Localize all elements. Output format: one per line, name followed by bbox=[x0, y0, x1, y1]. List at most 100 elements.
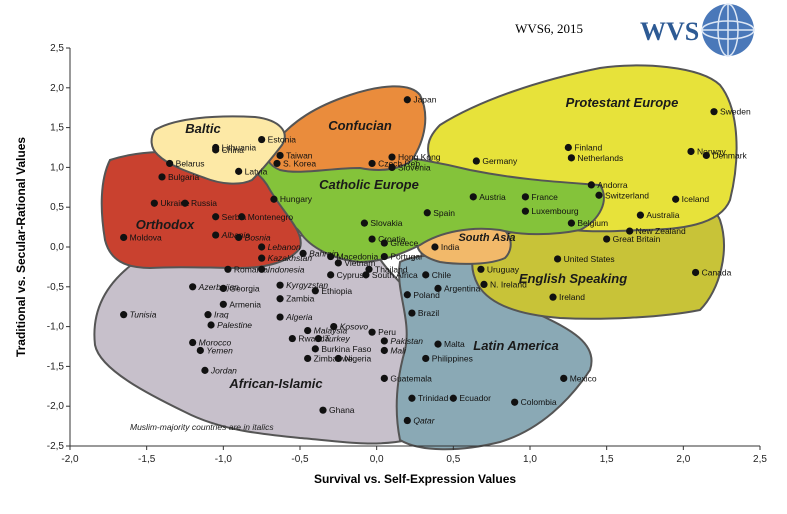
country-label: Slovenia bbox=[398, 162, 431, 172]
country-label: Peru bbox=[378, 327, 396, 337]
country-point bbox=[511, 398, 519, 406]
country-point bbox=[626, 227, 634, 235]
country-label: Spain bbox=[433, 208, 455, 218]
x-tick-label: 1,5 bbox=[600, 454, 614, 465]
country-point bbox=[388, 163, 396, 171]
country-point bbox=[408, 309, 416, 317]
country-point bbox=[219, 300, 227, 308]
country-label: New Zealand bbox=[636, 226, 686, 236]
country-label: United States bbox=[564, 254, 615, 264]
country-point bbox=[672, 195, 680, 203]
country-point bbox=[521, 207, 530, 215]
country-point bbox=[299, 249, 307, 257]
country-point bbox=[360, 219, 368, 227]
country-label: Zimbabwe bbox=[314, 353, 353, 363]
country-label: Germany bbox=[482, 156, 518, 166]
region-label-confucian: Confucian bbox=[328, 118, 392, 133]
country-point bbox=[150, 199, 158, 207]
country-label: Bahrain bbox=[309, 248, 339, 258]
country-point bbox=[235, 167, 243, 175]
country-label: Brazil bbox=[418, 308, 439, 318]
country-label: Uruguay bbox=[487, 264, 520, 274]
country-point bbox=[120, 233, 128, 242]
country-label: Greece bbox=[390, 238, 418, 248]
country-point bbox=[334, 259, 342, 267]
country-point bbox=[276, 151, 284, 160]
country-label: Turkey bbox=[324, 334, 350, 344]
region-label-latin-america: Latin America bbox=[473, 338, 559, 353]
country-point bbox=[181, 199, 189, 207]
country-label: Australia bbox=[646, 210, 679, 220]
y-tick-label: 0,5 bbox=[50, 202, 64, 213]
country-point bbox=[422, 354, 430, 363]
regions bbox=[93, 64, 738, 451]
country-point bbox=[189, 338, 197, 347]
country-label: Croatia bbox=[378, 234, 406, 244]
country-label: Austria bbox=[479, 192, 506, 202]
country-point bbox=[480, 280, 488, 289]
country-label: France bbox=[531, 192, 558, 202]
country-point bbox=[258, 135, 266, 144]
country-label: Luxembourg bbox=[531, 206, 579, 216]
country-point bbox=[330, 323, 338, 331]
country-label: Belgium bbox=[577, 218, 608, 228]
y-tick-label: 0,0 bbox=[50, 242, 64, 253]
country-point bbox=[368, 235, 376, 243]
y-tick-label: -2,5 bbox=[47, 441, 65, 452]
country-point bbox=[288, 334, 296, 343]
country-label: Japan bbox=[413, 95, 436, 105]
country-label: Bulgaria bbox=[168, 172, 199, 182]
country-point bbox=[314, 334, 322, 343]
country-point bbox=[368, 328, 376, 336]
country-label: Chile bbox=[432, 270, 452, 280]
country-point bbox=[380, 374, 388, 382]
country-point bbox=[380, 252, 388, 261]
country-point bbox=[166, 159, 174, 168]
country-point bbox=[196, 346, 204, 355]
country-label: Rwanda bbox=[298, 334, 329, 344]
country-label: Iraq bbox=[214, 310, 229, 320]
country-point bbox=[276, 313, 284, 321]
country-point bbox=[403, 416, 411, 425]
country-point bbox=[276, 281, 284, 289]
country-point bbox=[273, 159, 281, 168]
country-point bbox=[636, 211, 645, 219]
y-tick-label: -0,5 bbox=[47, 282, 65, 293]
country-label: Thailand bbox=[375, 264, 408, 274]
country-point bbox=[434, 340, 442, 348]
country-label: Canada bbox=[702, 267, 732, 277]
country-label: Ireland bbox=[559, 292, 585, 302]
country-point bbox=[158, 173, 166, 181]
country-label: Romania bbox=[234, 264, 268, 274]
country-label: Kazakhstan bbox=[268, 253, 313, 263]
country-label: N. Ireland bbox=[490, 279, 527, 289]
tick-labels: -2,0 -1,5 -1,0 -0,5 0,0 0,5 1,0 1,5 2,0 2,5 2,5 2,0… bbox=[47, 43, 768, 465]
country-label: Tunisia bbox=[130, 310, 157, 320]
country-label: Jordan bbox=[210, 365, 237, 375]
country-point bbox=[710, 108, 718, 116]
country-point bbox=[304, 354, 312, 363]
x-tick-label: 0,5 bbox=[446, 454, 460, 465]
country-label: Ukraine bbox=[160, 198, 190, 208]
country-label: Armenia bbox=[229, 299, 261, 309]
country-label: Great Britain bbox=[613, 234, 661, 244]
y-tick-label: 1,0 bbox=[50, 162, 64, 173]
y-tick-label: -1,5 bbox=[47, 361, 65, 372]
country-point bbox=[564, 143, 572, 152]
country-label: Lithuania bbox=[222, 143, 257, 153]
country-point bbox=[334, 354, 342, 363]
country-point bbox=[201, 366, 209, 374]
country-label: Palestine bbox=[217, 320, 252, 330]
country-point bbox=[403, 291, 411, 299]
country-label: Latvia bbox=[245, 166, 268, 176]
country-point bbox=[270, 195, 278, 203]
country-label: Guatemala bbox=[390, 373, 432, 383]
country-label: Iceland bbox=[682, 194, 710, 204]
country-point bbox=[408, 394, 416, 402]
country-point bbox=[567, 154, 576, 162]
country-label: Norway bbox=[697, 146, 727, 156]
country-point bbox=[258, 243, 266, 251]
x-tick-label: -0,5 bbox=[291, 454, 309, 465]
country-label: Lebanon bbox=[268, 242, 301, 252]
